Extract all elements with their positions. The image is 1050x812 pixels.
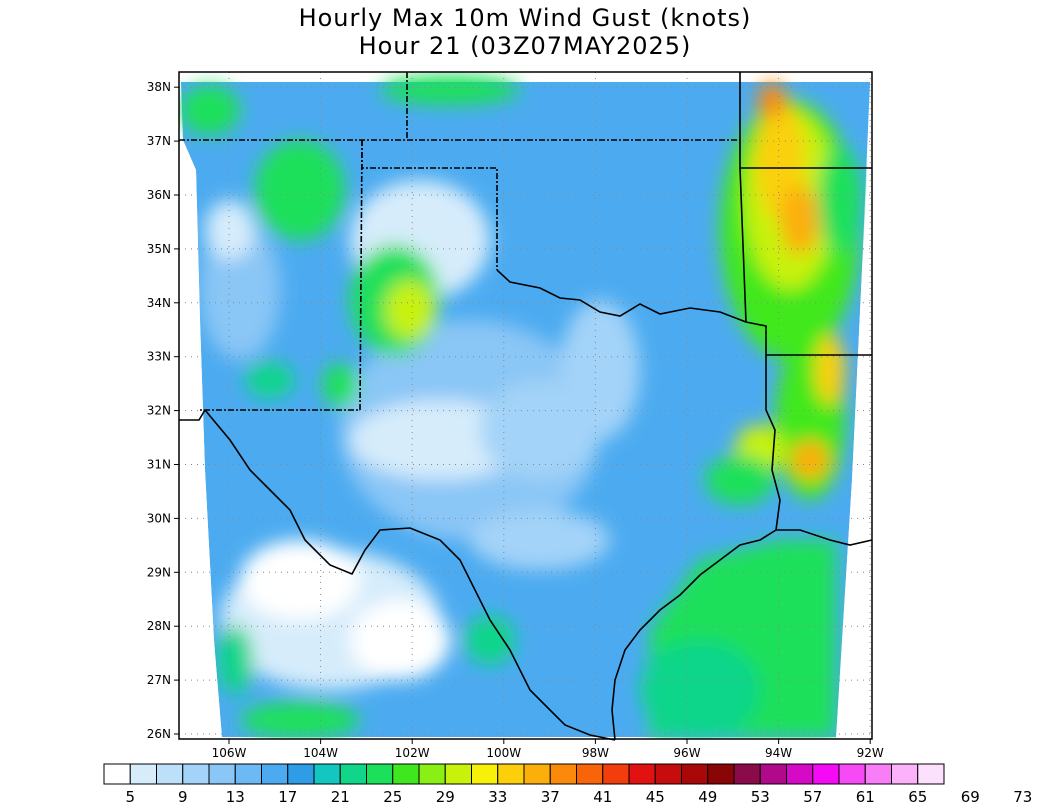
colorbar-swatch	[602, 763, 630, 785]
colorbar-label: 21	[331, 788, 350, 806]
lon-tick-label: 92W	[857, 746, 884, 760]
colorbar: 5 9 13 17 21 25 29 33 37 41 45 49 53 57 61 65 69 73	[103, 763, 1032, 806]
colorbar-swatch	[654, 763, 682, 785]
colorbar-label: 13	[226, 788, 245, 806]
colorbar-swatch	[287, 763, 315, 785]
lon-tick-label: 96W	[673, 746, 700, 760]
domain-mask	[179, 82, 872, 739]
lat-tick-label: 30N	[147, 511, 171, 525]
lat-tick-label: 34N	[147, 296, 171, 310]
colorbar-swatch	[156, 763, 184, 785]
colorbar-swatch	[471, 763, 499, 785]
chart-subtitle: Hour 21 (03Z07MAY2025)	[358, 32, 692, 60]
colorbar-swatch	[497, 763, 525, 785]
colorbar-label: 33	[488, 788, 507, 806]
colorbar-swatch	[838, 763, 866, 785]
colorbar-label: 65	[908, 788, 927, 806]
lat-tick-label: 32N	[147, 404, 171, 418]
boundaries	[179, 72, 873, 741]
colorbar-swatch	[733, 763, 761, 785]
colorbar-swatch	[339, 763, 367, 785]
colorbar-swatch	[366, 763, 394, 785]
lat-tick-label: 38N	[147, 80, 171, 94]
colorbar-swatch	[313, 763, 341, 785]
lat-tick-label: 29N	[147, 565, 171, 579]
colorbar-swatch	[129, 763, 157, 785]
plot-frame	[178, 71, 873, 740]
lon-tick-label: 102W	[395, 746, 430, 760]
colorbar-label: 25	[383, 788, 402, 806]
colorbar-swatch	[182, 763, 210, 785]
colorbar-swatch	[812, 763, 840, 785]
chart-title: Hourly Max 10m Wind Gust (knots)	[298, 4, 752, 32]
lat-tick-label: 28N	[147, 619, 171, 633]
colorbar-swatch	[418, 763, 446, 785]
colorbar-label: 49	[698, 788, 717, 806]
colorbar-label: 29	[436, 788, 455, 806]
colorbar-swatch	[681, 763, 709, 785]
colorbar-label: 17	[278, 788, 297, 806]
lon-tick-label: 100W	[486, 746, 521, 760]
latitude-axis: 38N 37N 36N 35N 34N 33N 32N 31N 30N 29N 28N 27N 26N	[147, 80, 179, 741]
colorbar-swatch	[208, 763, 236, 785]
colorbar-label: 9	[178, 788, 188, 806]
longitude-axis: 106W 104W 102W 100W 98W 96W 94W 92W	[212, 739, 884, 760]
colorbar-swatch	[234, 763, 262, 785]
lat-tick-label: 26N	[147, 727, 171, 741]
colorbar-swatch	[628, 763, 656, 785]
colorbar-swatch	[103, 763, 131, 785]
lon-tick-label: 98W	[582, 746, 609, 760]
colorbar-label: 41	[593, 788, 612, 806]
colorbar-label: 69	[961, 788, 980, 806]
colorbar-label: 57	[803, 788, 822, 806]
lat-tick-label: 27N	[147, 673, 171, 687]
colorbar-swatch	[444, 763, 472, 785]
lat-tick-label: 36N	[147, 188, 171, 202]
colorbar-swatch	[576, 763, 604, 785]
colorbar-label: 61	[856, 788, 875, 806]
lon-tick-label: 94W	[765, 746, 792, 760]
colorbar-swatch	[917, 763, 945, 785]
lat-tick-label: 33N	[147, 350, 171, 364]
lat-tick-label: 31N	[147, 458, 171, 472]
colorbar-swatch	[261, 763, 289, 785]
colorbar-swatch	[523, 763, 551, 785]
colorbar-label: 73	[1013, 788, 1032, 806]
colorbar-label: 37	[541, 788, 560, 806]
colorbar-swatch	[392, 763, 420, 785]
colorbar-swatch	[759, 763, 787, 785]
colorbar-label: 53	[751, 788, 770, 806]
lon-tick-label: 104W	[303, 746, 338, 760]
colorbar-label: 5	[125, 788, 135, 806]
colorbar-swatch	[549, 763, 577, 785]
colorbar-swatch	[891, 763, 919, 785]
lat-tick-label: 37N	[147, 134, 171, 148]
colorbar-label: 45	[646, 788, 665, 806]
lon-tick-label: 106W	[212, 746, 247, 760]
colorbar-swatch	[707, 763, 735, 785]
colorbar-swatch	[786, 763, 814, 785]
lat-tick-label: 35N	[147, 242, 171, 256]
colorbar-swatch	[864, 763, 892, 785]
